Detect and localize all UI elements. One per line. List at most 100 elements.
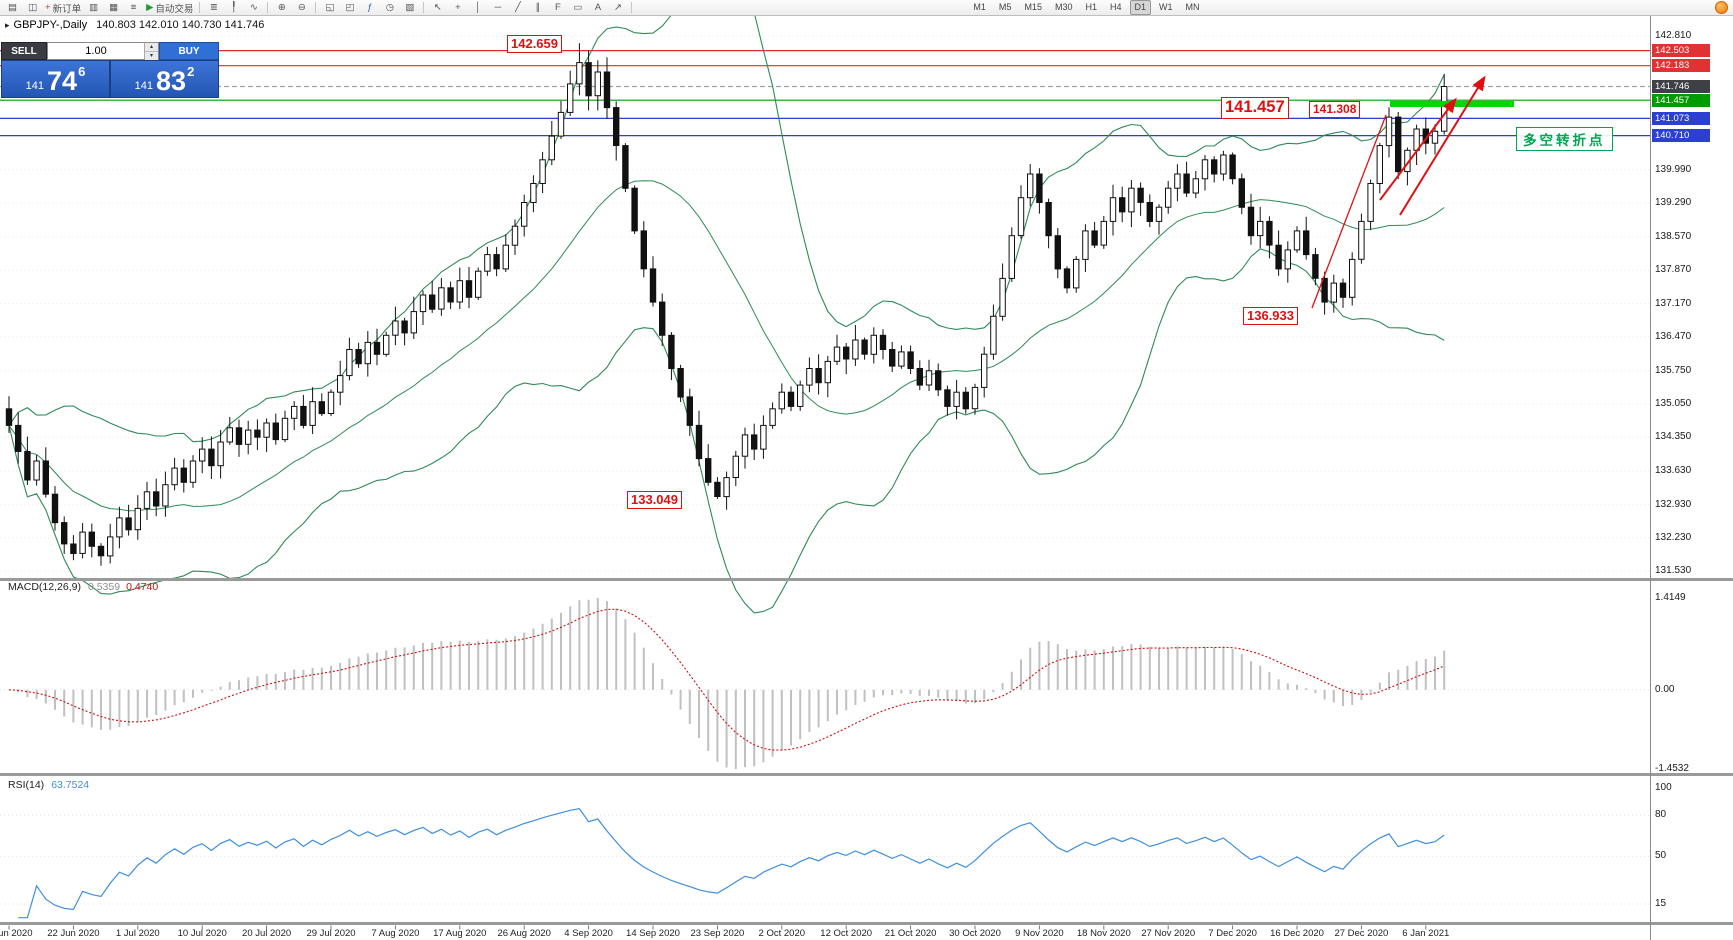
trend-arrows[interactable] — [1311, 75, 1486, 309]
macd-main-value: 0.5359 — [87, 581, 121, 593]
timeframe-m30-button[interactable]: M30 — [1054, 2, 1073, 12]
periods-icon: ◷ — [385, 1, 395, 13]
main-gridlines — [0, 35, 1650, 572]
trendline-tool-button[interactable]: ╱ — [508, 1, 527, 15]
tile-windows-button[interactable]: ◱ — [320, 1, 339, 15]
sell-button[interactable]: SELL — [1, 42, 47, 60]
fibonacci-tool-icon: F — [555, 1, 561, 13]
shapes-tool-icon: ▭ — [573, 1, 583, 13]
line-style-button[interactable]: ∿ — [244, 1, 263, 15]
timeframe-m5-button[interactable]: M5 — [998, 2, 1012, 12]
crosshair-tool-icon: + — [455, 1, 461, 13]
navigator-button[interactable]: ≡ — [124, 1, 143, 15]
vertical-line-tool-button[interactable]: │ — [468, 1, 487, 15]
candles-style-icon: ╿ — [231, 1, 237, 13]
timeframe-w1-button[interactable]: W1 — [1159, 2, 1173, 12]
zoom-in-button[interactable]: ⊕ — [272, 1, 291, 15]
rsi-line — [18, 807, 1445, 919]
channel-tool-button[interactable]: ∥ — [528, 1, 547, 15]
zoom-out-button[interactable]: ⊖ — [292, 1, 311, 15]
ask-big-digits: 83 — [156, 66, 187, 96]
macd-indicator-label: MACD(12,26,9) 0.5359 0.4740 — [8, 581, 158, 593]
bid-prefix: 141 — [25, 80, 45, 92]
bollinger-lower-band — [8, 248, 1445, 614]
navigator-icon: ≡ — [130, 1, 137, 13]
cascade-windows-icon: ◰ — [345, 1, 355, 13]
cascade-windows-button[interactable]: ◰ — [340, 1, 359, 15]
macd-signal-line — [8, 608, 1445, 751]
templates-icon: ▧ — [405, 1, 415, 13]
data-window-icon: ▦ — [109, 1, 119, 13]
horizontal-line-tool-button[interactable]: ─ — [488, 1, 507, 15]
arrow-tool-button[interactable]: ↗ — [608, 1, 627, 15]
ask-pip-digit: 2 — [187, 64, 195, 79]
candles-style-button[interactable]: ╿ — [224, 1, 243, 15]
autotrading-button[interactable]: ▶ 自动交易 — [144, 1, 195, 15]
cursor-tool-button[interactable]: ↖ — [428, 1, 447, 15]
vertical-line-tool-icon: │ — [474, 1, 481, 13]
main-toolbar: ▤ ◫ + 新订单 ▥ ▦ ≡ ▶ 自动交易 ≣ ╿ ∿ ⊕ ⊖ ◱ ◰ ƒ ◷ ▧ ↖ + │ ─ ╱ ∥ F ▭ A ↗ M1 M5 M1… — [0, 0, 1733, 16]
horizontal-line-tool-icon: ─ — [494, 1, 502, 13]
bollinger-upper-band — [8, 0, 1445, 443]
periods-button[interactable]: ◷ — [380, 1, 399, 15]
new-chart-icon: ▤ — [8, 1, 17, 13]
toolbar-separator — [267, 2, 269, 13]
fibonacci-tool-button[interactable]: F — [548, 1, 567, 15]
volume-field[interactable]: 1.00 ▴ ▾ — [47, 42, 159, 61]
timeframe-d1-button[interactable]: D1 — [1129, 0, 1152, 15]
community-status-icon[interactable] — [1715, 1, 1728, 14]
text-tool-button[interactable]: A — [588, 1, 607, 15]
candles-layer[interactable] — [5, 43, 1448, 566]
crosshair-tool-button[interactable]: + — [448, 1, 467, 15]
one-click-trading-panel: SELL 1.00 ▴ ▾ BUY 141 74 6 141 83 2 — [1, 42, 219, 98]
chart-symbol-period: GBPJPY-,Daily — [13, 19, 88, 31]
timeframe-h1-button[interactable]: H1 — [1085, 2, 1097, 12]
new-order-button-label: 新订单 — [52, 3, 82, 15]
chart-ohlc-values: 140.803 142.010 140.730 141.746 — [96, 19, 265, 31]
autotrading-button-label: 自动交易 — [155, 3, 194, 15]
new-chart-button[interactable]: ▤ — [3, 1, 22, 15]
arrow-tool-icon: ↗ — [613, 1, 622, 13]
pane-separator-macd-rsi[interactable] — [0, 773, 1733, 776]
chart-title: ▸ GBPJPY-,Daily 140.803 142.010 140.730 14… — [5, 19, 264, 31]
timeframe-mn-button[interactable]: MN — [1185, 2, 1200, 12]
toolbar-separator — [631, 2, 633, 13]
profiles-button[interactable]: ◫ — [23, 1, 42, 15]
bars-style-icon: ≣ — [209, 1, 218, 13]
ask-price-display[interactable]: 141 83 2 — [110, 60, 219, 98]
macd-name: MACD(12,26,9) — [8, 581, 81, 593]
zoom-in-icon: ⊕ — [277, 1, 286, 13]
line-style-icon: ∿ — [249, 1, 258, 13]
timeframe-m15-button[interactable]: M15 — [1024, 2, 1042, 12]
volume-spinner[interactable]: ▴ ▾ — [144, 43, 158, 61]
bars-style-button[interactable]: ≣ — [204, 1, 223, 15]
profiles-icon: ◫ — [28, 1, 37, 13]
horizontal-level-lines[interactable] — [0, 49, 1650, 137]
indicators-button[interactable]: ƒ — [360, 1, 379, 15]
volume-up-icon[interactable]: ▴ — [145, 43, 158, 52]
autotrading-icon: ▶ — [146, 1, 154, 13]
templates-button[interactable]: ▧ — [400, 1, 419, 15]
data-window-button[interactable]: ▦ — [104, 1, 123, 15]
timeframe-m1-button[interactable]: M1 — [973, 2, 986, 12]
chart-window-icon[interactable]: ▸ — [5, 20, 10, 30]
channel-tool-icon: ∥ — [535, 1, 541, 13]
new-order-button[interactable]: + 新订单 — [43, 1, 83, 15]
macd-signal-value: 0.4740 — [126, 581, 159, 593]
bid-price-display[interactable]: 141 74 6 — [1, 60, 110, 98]
volume-value[interactable]: 1.00 — [85, 45, 107, 57]
pane-separator-main-macd[interactable] — [0, 578, 1733, 581]
tile-windows-icon: ◱ — [325, 1, 335, 13]
buy-button[interactable]: BUY — [159, 42, 219, 60]
toolbar-separator — [423, 2, 425, 13]
date-ticks — [8, 925, 1427, 930]
shapes-tool-button[interactable]: ▭ — [568, 1, 587, 15]
bollinger-middle-band — [8, 180, 1445, 512]
pane-separator-rsi-dates[interactable] — [0, 922, 1733, 925]
market-watch-button[interactable]: ▥ — [84, 1, 103, 15]
market-watch-icon: ▥ — [89, 1, 99, 13]
toolbar-separator — [199, 2, 201, 13]
timeframe-h4-button[interactable]: H4 — [1109, 2, 1122, 12]
